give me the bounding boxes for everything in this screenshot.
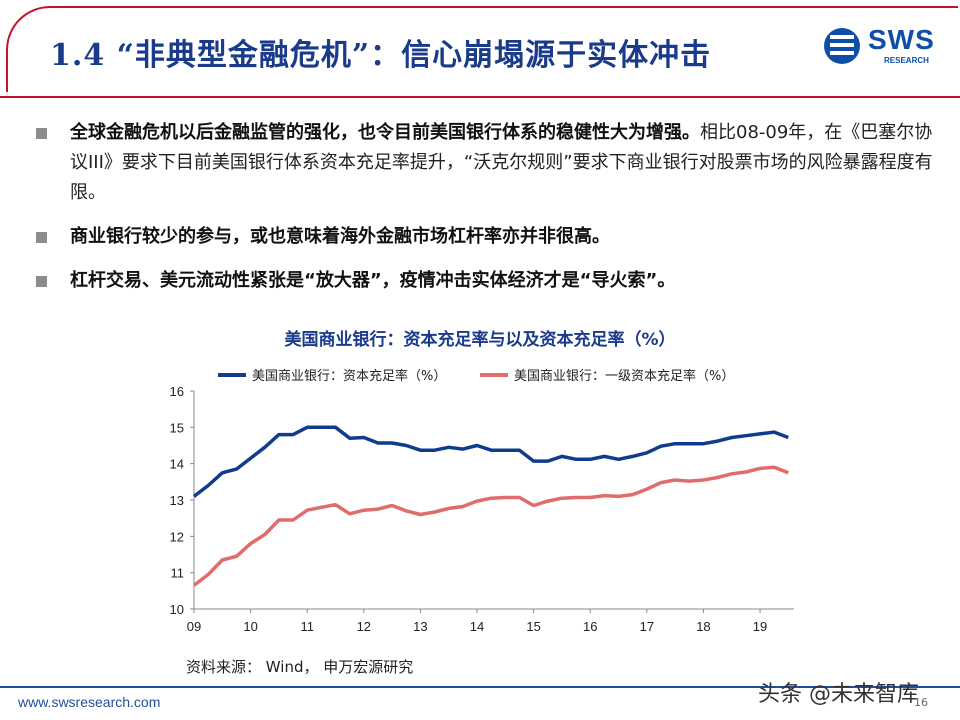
- bullet-square-icon: [36, 232, 47, 243]
- x-tick-label: 15: [526, 619, 540, 634]
- y-tick-label: 11: [171, 566, 185, 581]
- bullet-item: 杠杆交易、美元流动性紧张是“放大器”，疫情冲击实体经济才是“导火索”。: [36, 266, 936, 296]
- x-tick-label: 12: [357, 619, 371, 634]
- x-tick-label: 09: [187, 619, 201, 634]
- y-tick-label: 13: [170, 493, 184, 508]
- bullet-item: 商业银行较少的参与，或也意味着海外金融市场杠杆率亦并非很高。: [36, 222, 936, 252]
- footer-divider: [0, 686, 960, 688]
- x-tick-label: 17: [640, 619, 654, 634]
- capital-ratio-chart: 美国商业银行：资本充足率（%） 美国商业银行：一级资本充足率（%） 10 11 12 13…: [170, 368, 794, 634]
- x-tick-label: 14: [470, 619, 484, 634]
- bullet-square-icon: [36, 276, 47, 287]
- title-bracket-decoration: [6, 6, 958, 92]
- x-tick-label: 19: [753, 619, 767, 634]
- title-divider: [0, 96, 960, 98]
- chart-title: 美国商业银行：资本充足率与以及资本充足率（%）: [284, 330, 676, 350]
- x-tick-label: 18: [696, 619, 710, 634]
- bullet-bold-text: 杠杆交易、美元流动性紧张是“放大器”，疫情冲击实体经济才是“导火索”。: [70, 270, 676, 291]
- y-tick-label: 12: [170, 529, 184, 544]
- x-tick-label: 10: [243, 619, 257, 634]
- page-number: 16: [914, 696, 928, 709]
- bullet-item: 全球金融危机以后金融监管的强化，也令目前美国银行体系的稳健性大为增强。相比08-…: [36, 118, 936, 208]
- y-tick-label: 10: [170, 602, 184, 617]
- logo-text: SWS: [868, 24, 935, 55]
- bullet-bold-text: 商业银行较少的参与，或也意味着海外金融市场杠杆率亦并非很高。: [70, 226, 610, 247]
- sws-logo-icon: [824, 28, 860, 64]
- watermark-text: 头条 @未来智库: [758, 682, 919, 707]
- source-note: 资料来源： Wind， 申万宏源研究: [186, 658, 414, 676]
- bullet-list: 全球金融危机以后金融监管的强化，也令目前美国银行体系的稳健性大为增强。相比08-…: [36, 118, 936, 310]
- x-tick-label: 16: [583, 619, 597, 634]
- y-tick-label: 14: [170, 457, 184, 472]
- y-tick-label: 15: [170, 420, 184, 435]
- logo-subtext: RESEARCH: [884, 56, 929, 65]
- capital-ratio-series-line: [192, 425, 789, 498]
- footer-url-link[interactable]: www.swsresearch.com: [18, 694, 161, 710]
- slide-title: 1.4 “非典型金融危机”：信心崩塌源于实体冲击: [50, 38, 712, 73]
- tier1-ratio-series-line: [192, 465, 789, 587]
- y-tick-label: 16: [170, 384, 184, 399]
- legend-label: 美国商业银行：资本充足率（%）: [252, 368, 446, 384]
- legend-label: 美国商业银行：一级资本充足率（%）: [514, 368, 734, 384]
- bullet-text: 相比08-09年，在《巴塞尔协议III》要求下目前美国银行体系资本充足率提升，“…: [70, 122, 933, 203]
- bullet-bold-text: 全球金融危机以后金融监管的强化，也令目前美国银行体系的稳健性大为增强。: [70, 122, 700, 143]
- x-tick-label: 13: [413, 619, 427, 634]
- bullet-square-icon: [36, 128, 47, 139]
- x-tick-label: 11: [300, 619, 314, 634]
